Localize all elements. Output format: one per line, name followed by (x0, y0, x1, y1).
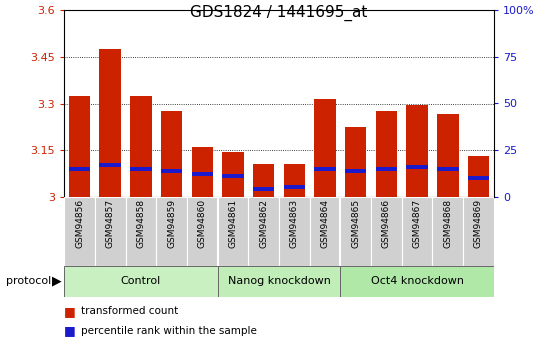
Bar (340, 197, 371, 266)
Bar (69, 96, 90, 197)
Bar (376, 167, 397, 171)
Text: GSM94856: GSM94856 (75, 199, 84, 248)
Bar (248, 197, 279, 266)
Bar (340, 266, 494, 297)
Text: GDS1824 / 1441695_at: GDS1824 / 1441695_at (190, 5, 368, 21)
Bar (310, 197, 340, 266)
Bar (161, 111, 182, 197)
Bar (437, 114, 459, 197)
Bar (468, 156, 489, 197)
Text: transformed count: transformed count (81, 306, 178, 316)
Text: GSM94869: GSM94869 (474, 199, 483, 248)
Bar (156, 197, 187, 266)
Bar (218, 197, 248, 266)
Bar (253, 164, 275, 197)
Bar (279, 197, 310, 266)
Bar (130, 96, 152, 197)
Text: ■: ■ (64, 305, 76, 318)
Text: GSM94860: GSM94860 (198, 199, 207, 248)
Bar (406, 165, 428, 169)
Text: protocol: protocol (6, 276, 51, 286)
Bar (376, 111, 397, 197)
Bar (99, 49, 121, 197)
Bar (69, 167, 90, 171)
Bar (345, 169, 367, 172)
Bar (283, 164, 305, 197)
Bar (126, 197, 156, 266)
Bar (253, 187, 275, 191)
Bar (314, 167, 336, 171)
Bar (191, 147, 213, 197)
Bar (64, 197, 95, 266)
Text: GSM94865: GSM94865 (351, 199, 360, 248)
Text: GSM94863: GSM94863 (290, 199, 299, 248)
Text: GSM94857: GSM94857 (105, 199, 115, 248)
Bar (161, 169, 182, 172)
Bar (402, 197, 432, 266)
Text: ■: ■ (64, 324, 76, 337)
Bar (345, 127, 367, 197)
Bar (406, 105, 428, 197)
Bar (64, 266, 218, 297)
Bar (371, 197, 402, 266)
Bar (130, 167, 152, 171)
Bar (314, 99, 336, 197)
Text: GSM94858: GSM94858 (136, 199, 146, 248)
Text: Nanog knockdown: Nanog knockdown (228, 276, 330, 286)
Text: GSM94867: GSM94867 (412, 199, 422, 248)
Bar (222, 174, 244, 178)
Bar (222, 151, 244, 197)
Bar (432, 197, 463, 266)
Text: GSM94866: GSM94866 (382, 199, 391, 248)
Bar (191, 172, 213, 176)
Bar (283, 185, 305, 189)
Text: percentile rank within the sample: percentile rank within the sample (81, 326, 257, 335)
Text: GSM94868: GSM94868 (443, 199, 453, 248)
Bar (437, 167, 459, 171)
Bar (187, 197, 218, 266)
Bar (463, 197, 494, 266)
Text: GSM94859: GSM94859 (167, 199, 176, 248)
Bar (468, 176, 489, 180)
Text: GSM94861: GSM94861 (228, 199, 238, 248)
Text: Oct4 knockdown: Oct4 knockdown (371, 276, 464, 286)
Text: ▶: ▶ (52, 275, 62, 288)
Text: GSM94864: GSM94864 (320, 199, 330, 248)
Bar (99, 163, 121, 167)
Bar (95, 197, 126, 266)
Text: Control: Control (121, 276, 161, 286)
Bar (218, 266, 340, 297)
Text: GSM94862: GSM94862 (259, 199, 268, 248)
